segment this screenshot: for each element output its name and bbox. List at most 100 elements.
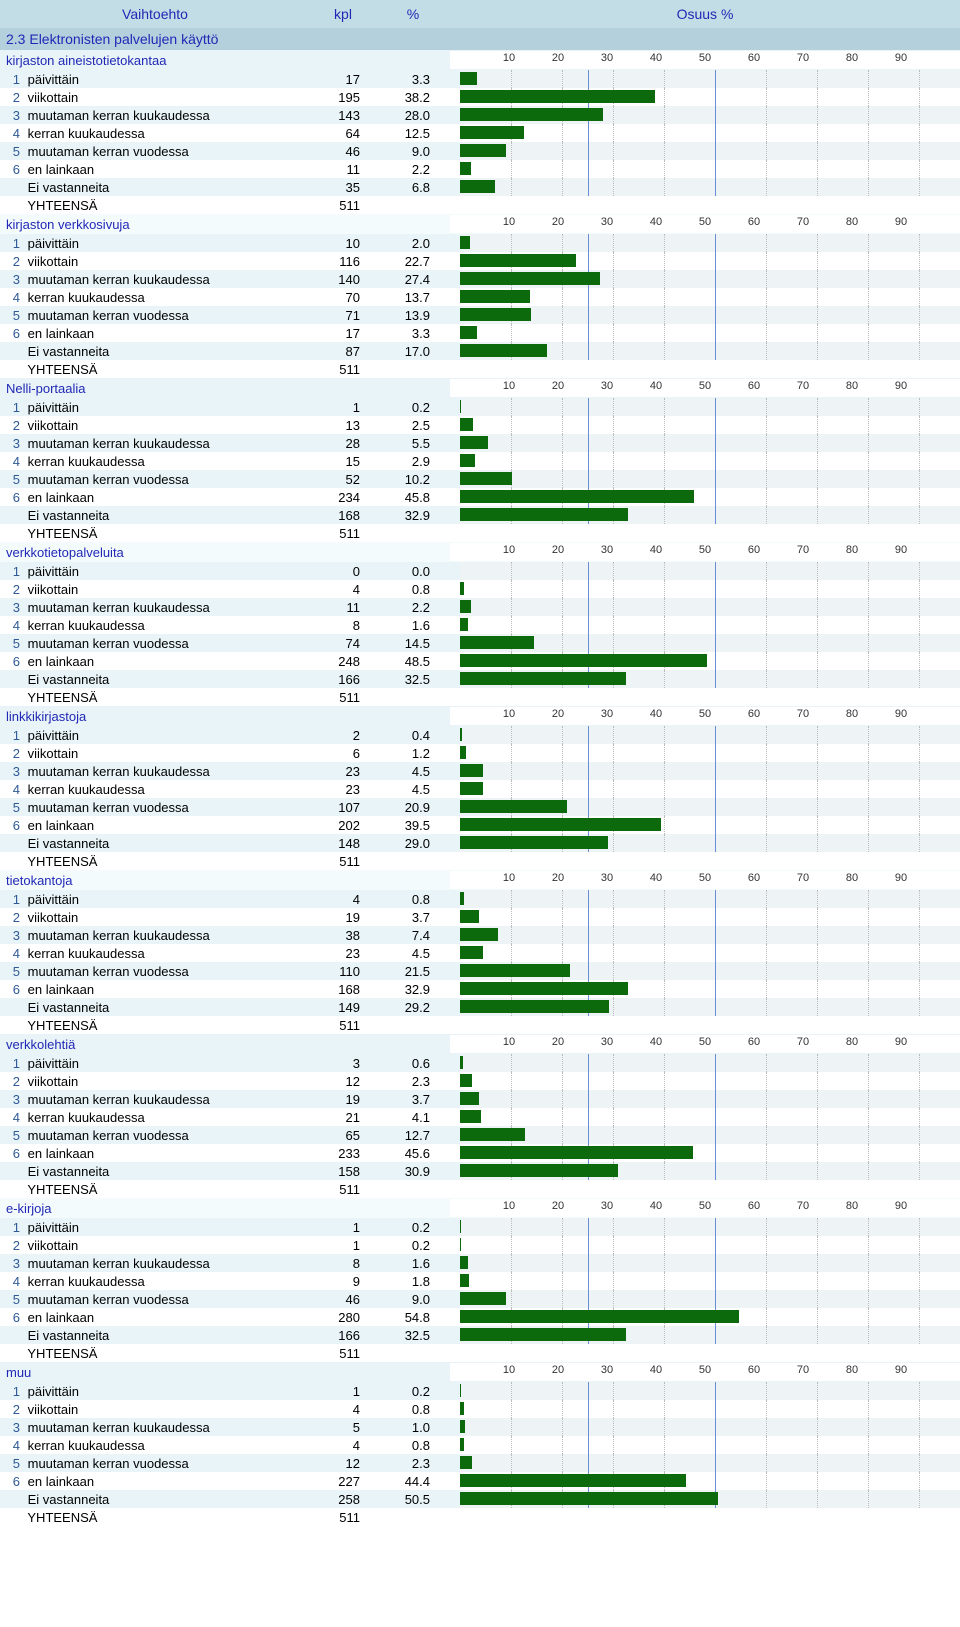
bar-area [460,506,960,524]
row-chart [450,688,960,706]
data-row: 6 en lainkaan22744.4 [0,1472,960,1490]
row-chart [450,1254,960,1272]
row-count: 11 [310,160,380,178]
row-percent: 2.9 [380,452,450,470]
row-label-cell: 4 kerran kuukaudessa [0,616,310,634]
data-row: 1 päivittäin30.6 [0,1054,960,1072]
row-label-cell: 6 en lainkaan [0,488,310,506]
data-row: 1 päivittäin00.0 [0,562,960,580]
group-title: kirjaston verkkosivuja [0,214,450,234]
bar [460,1238,461,1251]
axis-tick: 40 [650,1364,662,1376]
bar [460,1256,468,1269]
bar [460,672,626,685]
data-row: 2 viikottain19538.2 [0,88,960,106]
row-count: 13 [310,416,380,434]
data-row: 1 päivittäin10.2 [0,398,960,416]
bar-area [460,434,960,452]
row-label: päivittäin [28,728,79,743]
row-number: 5 [6,472,24,487]
row-number: 1 [6,892,24,907]
row-label: YHTEENSÄ [27,1346,97,1361]
group-title: e-kirjoja [0,1198,450,1218]
row-label-cell: Ei vastanneita [0,1326,310,1344]
data-row: YHTEENSÄ511 [0,1344,960,1362]
axis-tick: 60 [748,216,760,228]
row-label: päivittäin [28,1056,79,1071]
row-label: kerran kuukaudessa [28,454,145,469]
row-count: 38 [310,926,380,944]
row-chart [450,580,960,598]
row-number: 2 [6,1238,24,1253]
row-chart [450,762,960,780]
row-chart [450,670,960,688]
row-number: 3 [6,764,24,779]
row-percent: 32.9 [380,980,450,998]
row-percent [380,1016,450,1034]
row-percent: 3.3 [380,70,450,88]
row-label: en lainkaan [28,818,95,833]
row-number: 1 [6,1220,24,1235]
axis-tick: 70 [797,1364,809,1376]
row-label-cell: YHTEENSÄ [0,360,310,378]
bar [460,1074,472,1087]
row-label: päivittäin [28,892,79,907]
group-row: kirjaston verkkosivuja102030405060708090 [0,214,960,234]
row-label-cell: 1 päivittäin [0,890,310,908]
row-chart [450,1454,960,1472]
row-chart [450,88,960,106]
row-label-cell: YHTEENSÄ [0,1344,310,1362]
row-number: 6 [6,490,24,505]
row-percent: 48.5 [380,652,450,670]
data-row: Ei vastanneita16632.5 [0,1326,960,1344]
bar-area [460,1326,960,1344]
bar-area [460,834,960,852]
row-label-cell: 2 viikottain [0,1072,310,1090]
row-count: 65 [310,1126,380,1144]
row-chart [450,1490,960,1508]
row-chart [450,1162,960,1180]
row-label-cell: 3 muutaman kerran kuukaudessa [0,762,310,780]
row-percent: 29.2 [380,998,450,1016]
row-number: 3 [6,272,24,287]
row-count: 202 [310,816,380,834]
bar [460,490,694,503]
row-label: muutaman kerran vuodessa [28,308,189,323]
row-chart [450,1180,960,1198]
row-label-cell: 1 päivittäin [0,398,310,416]
data-row: Ei vastanneita14829.0 [0,834,960,852]
bar-area [460,890,960,908]
row-label: YHTEENSÄ [27,1182,97,1197]
row-number: 4 [6,618,24,633]
row-label: en lainkaan [28,326,95,341]
row-count: 1 [310,1236,380,1254]
row-label-cell: 1 päivittäin [0,1382,310,1400]
row-count: 107 [310,798,380,816]
row-percent: 2.2 [380,598,450,616]
row-count: 4 [310,890,380,908]
data-row: 2 viikottain122.3 [0,1072,960,1090]
row-label: kerran kuukaudessa [28,1438,145,1453]
axis-tick: 90 [895,708,907,720]
row-label-cell: 6 en lainkaan [0,1144,310,1162]
group-title: linkkikirjastoja [0,706,450,726]
axis-tick: 90 [895,216,907,228]
axis-tick: 20 [552,544,564,556]
bar [460,764,483,777]
axis-tick: 90 [895,544,907,556]
bar [460,1420,465,1433]
axis-tick: 30 [601,380,613,392]
bar [460,964,570,977]
row-percent: 6.8 [380,178,450,196]
row-count: 2 [310,726,380,744]
bar-area [460,1272,960,1290]
row-percent: 44.4 [380,1472,450,1490]
bar [460,1310,739,1323]
row-percent: 30.9 [380,1162,450,1180]
bar [460,1056,463,1069]
axis-tick: 60 [748,544,760,556]
axis-tick: 70 [797,872,809,884]
axis-cell: 102030405060708090 [450,870,960,890]
row-percent: 0.2 [380,1218,450,1236]
axis-tick: 30 [601,52,613,64]
